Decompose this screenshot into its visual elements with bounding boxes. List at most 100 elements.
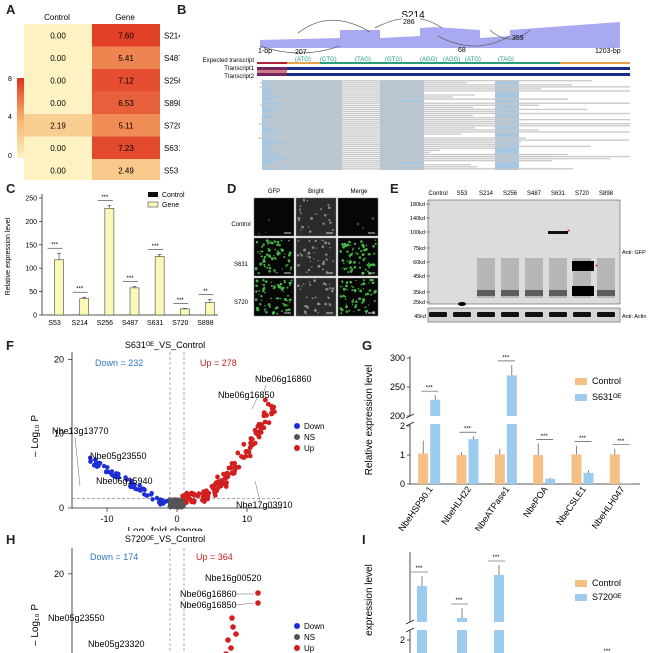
alignment-title: S214 — [401, 10, 425, 21]
y-axis-label: Relative expression level — [5, 217, 12, 295]
volcano-point-up — [236, 464, 242, 470]
bar-control — [533, 455, 544, 484]
micrograph-cell — [255, 240, 259, 244]
bar-s720 — [457, 618, 467, 622]
micrograph-cell — [273, 242, 275, 244]
blot-marker: 100kd — [410, 230, 425, 236]
micrograph-cell — [364, 268, 367, 271]
micro-row-s631: S631 — [234, 262, 249, 268]
micrograph-cell — [360, 283, 363, 286]
volcano-point-up — [261, 413, 267, 419]
micrograph-cell — [299, 211, 302, 213]
micrograph-cell — [259, 262, 263, 266]
micrograph-cell — [341, 281, 344, 283]
micrograph-cell — [287, 294, 289, 297]
micrograph-cell — [287, 308, 291, 312]
micrograph-cell — [320, 239, 323, 241]
micrograph-cell — [348, 309, 351, 312]
volcano-point-up — [212, 482, 218, 488]
volcano-point-down — [115, 471, 121, 476]
micrograph-cell — [359, 289, 363, 293]
volcano-point-down — [137, 487, 142, 493]
micrograph-cell — [313, 252, 315, 254]
micrograph-cell — [277, 240, 280, 244]
micrograph-cell — [322, 222, 325, 225]
volcano-point-ns — [174, 500, 178, 504]
actin-band — [429, 312, 447, 317]
heatmap-cell-control — [24, 159, 92, 180]
junction-arc-359 — [489, 29, 531, 40]
junction-207: 207 — [295, 49, 307, 56]
blot-star-marker: * — [595, 263, 598, 272]
y-tick-label: 2 — [400, 635, 405, 645]
micrograph-cell — [308, 281, 311, 283]
y-tick-label: 250 — [25, 196, 37, 203]
read-line — [285, 102, 630, 104]
y-axis-label: Relative expression level — [364, 365, 375, 476]
micrograph-cell — [274, 271, 276, 273]
micrograph-cell — [356, 252, 359, 255]
blot-smear — [525, 258, 543, 298]
legend-swatch-control — [575, 378, 587, 385]
volcano-point-ns — [170, 502, 175, 507]
micrograph-cell — [346, 243, 350, 247]
volcano-point-up — [248, 443, 254, 449]
read-line — [282, 155, 630, 158]
x-tick-label: S487 — [122, 320, 138, 327]
micrograph-cell — [367, 270, 369, 273]
read-line — [275, 129, 539, 131]
micrograph-cell — [279, 282, 283, 286]
sig-marker: *** — [101, 195, 109, 201]
volcano-point-up — [225, 472, 231, 478]
micrograph-cell — [342, 294, 345, 298]
micrograph-cell — [297, 240, 300, 242]
micrograph-cell — [331, 229, 334, 232]
volcano-point-down — [109, 469, 115, 474]
micrograph-cell — [358, 262, 360, 264]
read-line — [261, 133, 461, 135]
micrograph-cell — [366, 292, 370, 296]
micrograph-cell — [316, 247, 318, 249]
micrograph-cell — [264, 305, 266, 307]
legend-label: Up — [304, 444, 315, 453]
micrograph-cell — [313, 258, 315, 260]
read-exon-highlight — [320, 80, 342, 170]
micrograph-cell — [299, 205, 302, 208]
micrograph-cell — [328, 303, 331, 306]
blot-star-marker: * — [567, 228, 570, 237]
micrograph-cell — [286, 299, 289, 302]
micrograph-cell — [258, 232, 261, 235]
volcano-point-up — [262, 419, 268, 425]
micrograph-cell — [286, 304, 289, 307]
gene-label: Nbe06g16860 — [180, 589, 237, 599]
volcano-point-up — [262, 397, 268, 403]
blot-lane-label: S487 — [527, 191, 542, 197]
transcript1-line — [257, 67, 630, 70]
micrograph-cell — [260, 250, 262, 252]
micrograph-cell — [313, 279, 316, 283]
micrograph-cell — [317, 260, 320, 262]
volcano-point-up — [249, 436, 255, 442]
micrograph-cell — [296, 284, 300, 288]
micrograph-cell — [300, 213, 302, 215]
micrograph-cell — [340, 312, 343, 315]
colorbar-mid: 4 — [8, 114, 12, 121]
read-line — [277, 110, 498, 113]
micrograph-cell — [258, 289, 261, 292]
micrograph-cell — [263, 310, 266, 312]
read-line — [277, 139, 629, 141]
volcano-point-up — [266, 420, 272, 426]
micrograph-cell — [254, 298, 258, 301]
volcano-point-up — [215, 474, 220, 480]
up-count: Up = 278 — [200, 358, 237, 368]
micrograph-cell — [372, 263, 376, 267]
micrograph-cell — [342, 287, 346, 291]
micrograph-cell — [281, 310, 283, 313]
codon-label: (AGG) — [420, 57, 437, 63]
volcano-title: S631ᴼᴱ_VS_Control — [125, 340, 205, 350]
y-tick-label: 2 — [400, 421, 405, 431]
gene-label: Nbe06g15940 — [96, 476, 153, 486]
blot-band — [548, 231, 568, 234]
micrograph-cell — [364, 307, 366, 309]
micrograph-cell — [316, 302, 320, 306]
